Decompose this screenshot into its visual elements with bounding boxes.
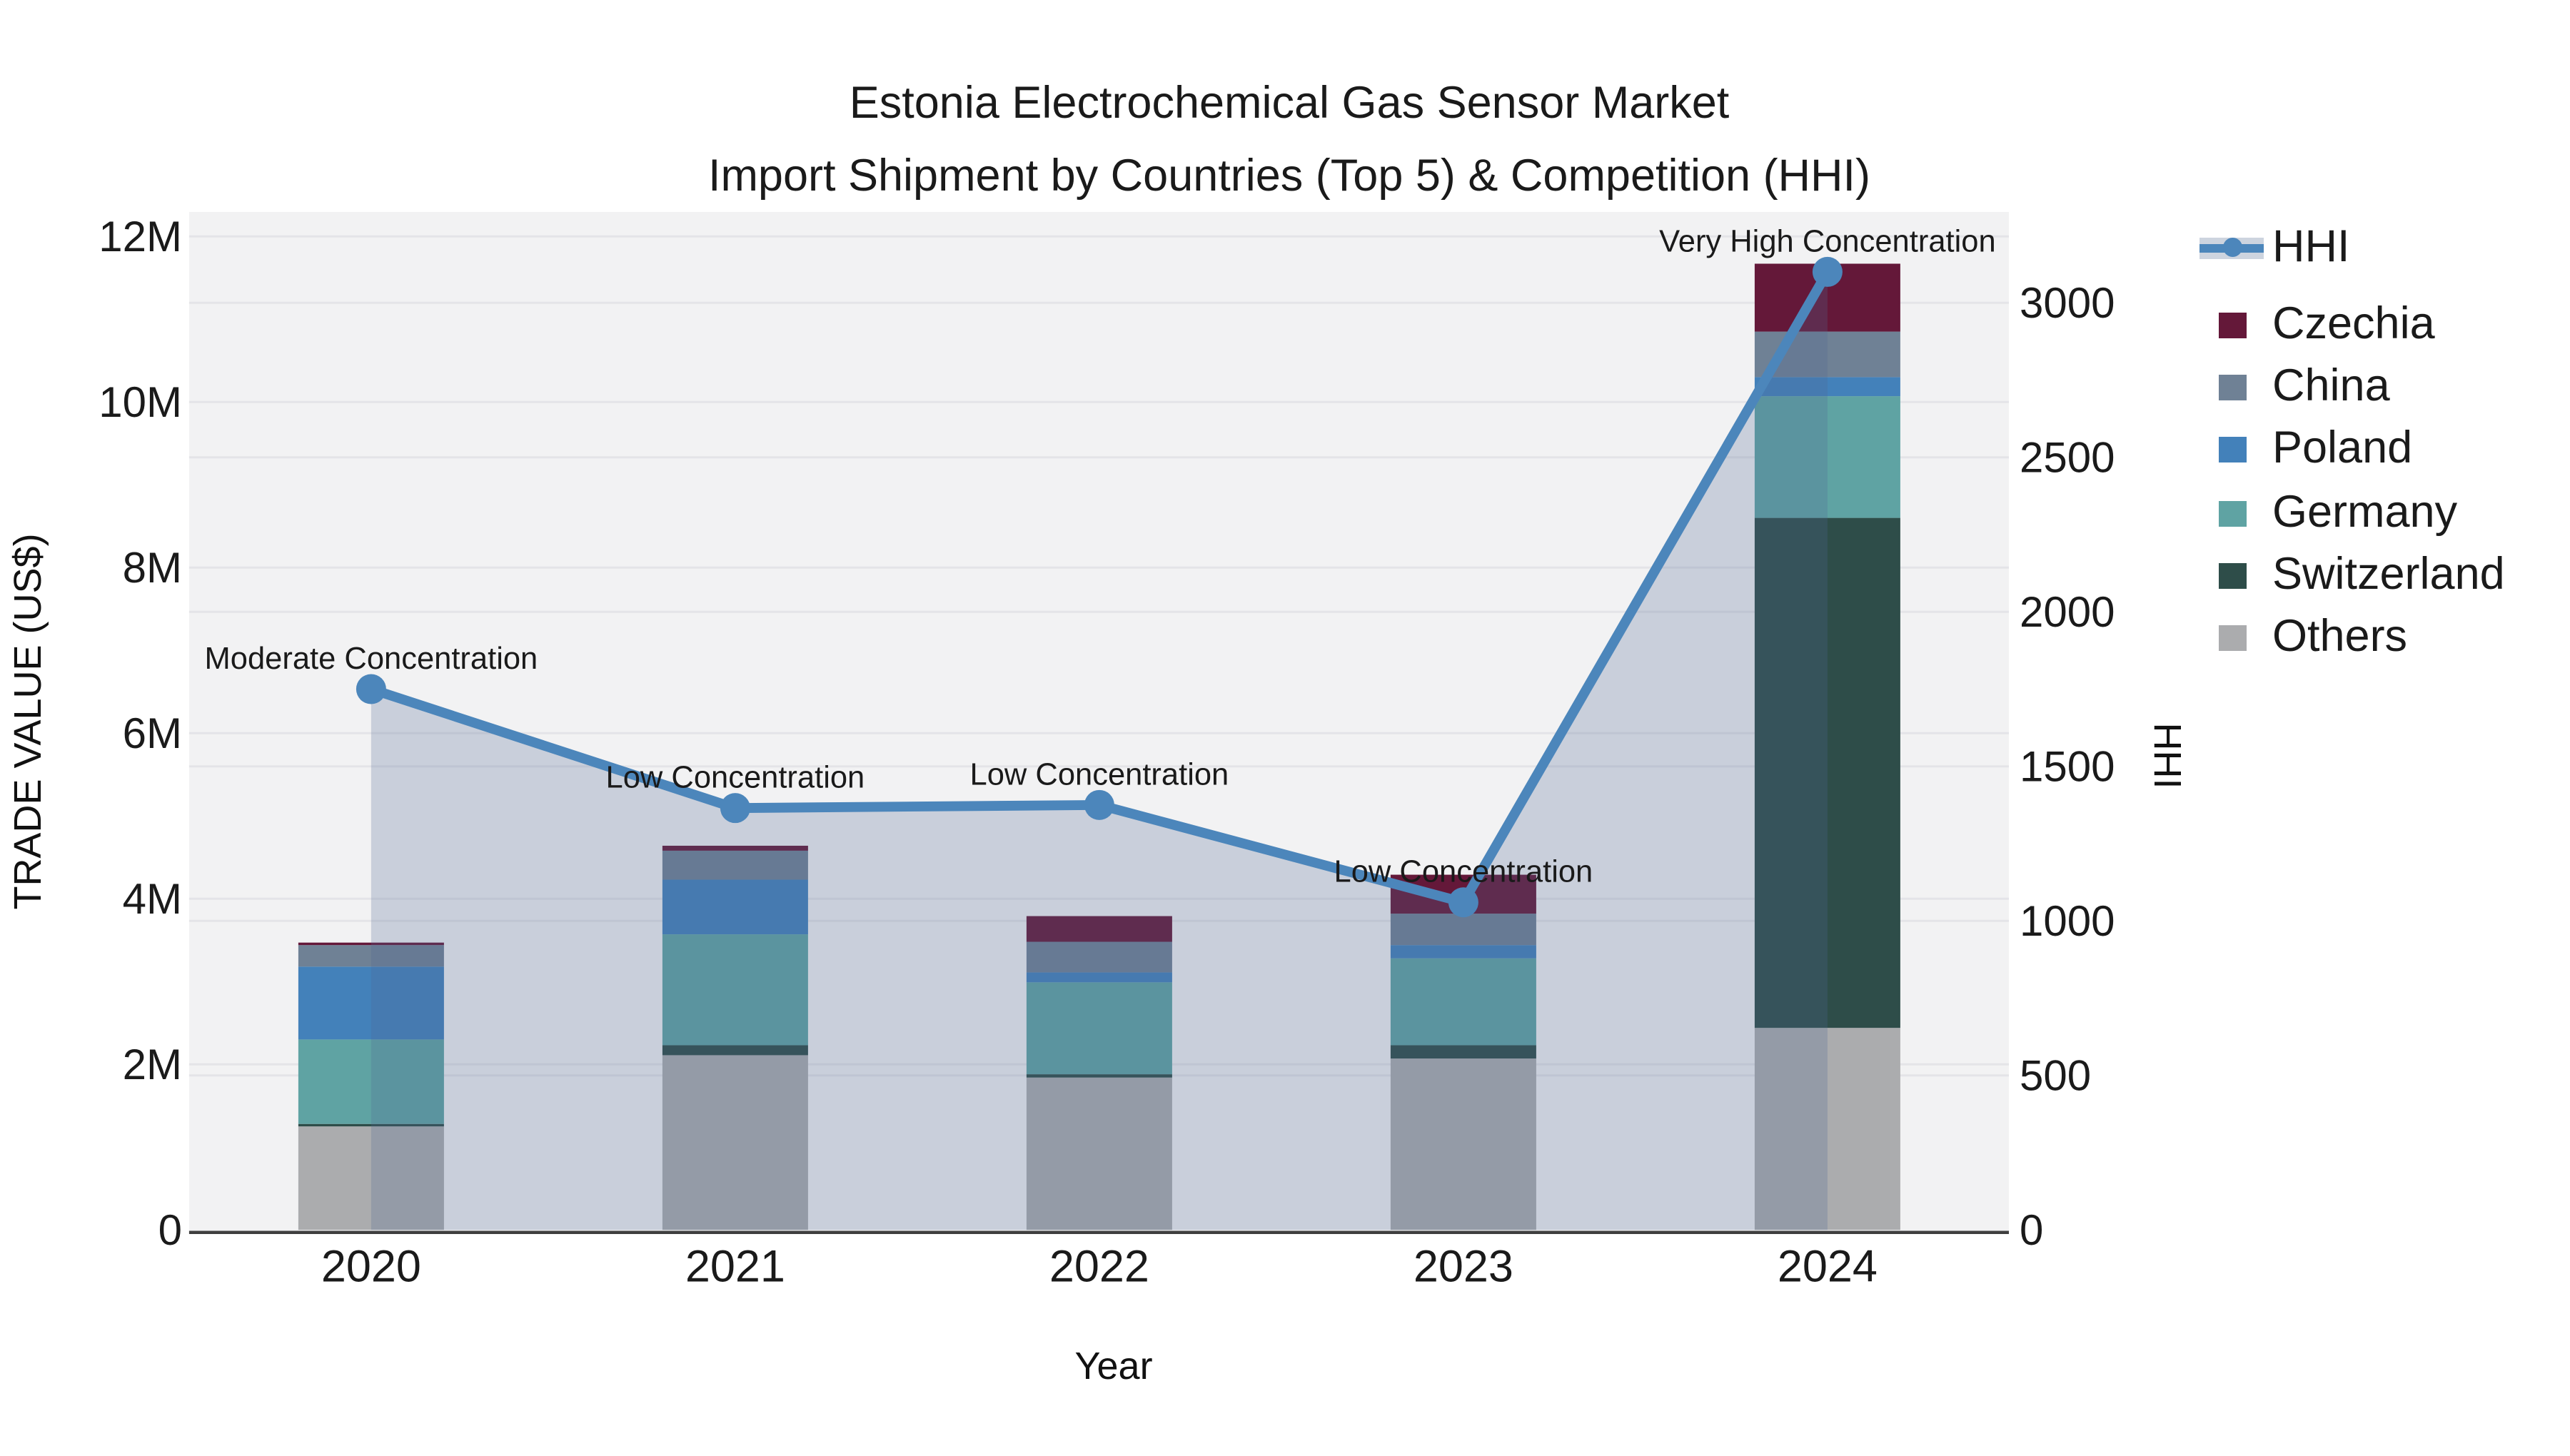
x-axis-title: Year <box>1074 1345 1152 1387</box>
legend-label: Switzerland <box>2272 550 2505 600</box>
x-tick-2020: 2020 <box>321 1242 421 1292</box>
chart-title-line2: Import Shipment by Countries (Top 5) & C… <box>708 151 1870 201</box>
legend-item-switzerland[interactable]: Switzerland <box>2199 546 2505 606</box>
y-right-tick: 1500 <box>2020 743 2115 791</box>
x-tick-2024: 2024 <box>1778 1242 1878 1292</box>
legend-item-hhi[interactable]: HHI <box>2199 218 2350 278</box>
bar-segment-2021-others[interactable] <box>662 1055 808 1230</box>
bar-segment-2021-germany[interactable] <box>662 934 808 1046</box>
bar-segment-2024-switzerland[interactable] <box>1754 517 1900 1028</box>
y-axis-right-title: HHI <box>2146 723 2189 789</box>
bar-segment-2021-czechia[interactable] <box>662 845 808 851</box>
bar-segment-2022-others[interactable] <box>1026 1077 1172 1230</box>
legend-color-swatch <box>2199 483 2264 543</box>
annotations: Moderate Concentration Low Concentration L… <box>205 224 1996 889</box>
bar-segment-2020-switzerland[interactable] <box>298 1123 444 1127</box>
annotation-2024: Very High Concentration <box>1659 224 1996 258</box>
legend-item-others[interactable]: Others <box>2199 609 2407 669</box>
legend-label: HHI <box>2272 222 2350 272</box>
bar-segment-2022-china[interactable] <box>1026 941 1172 973</box>
legend-color-swatch <box>2199 546 2264 606</box>
y-right-tick: 2000 <box>2020 588 2115 636</box>
bar-segment-2024-germany[interactable] <box>1754 396 1900 518</box>
bar-segment-2020-czechia[interactable] <box>298 942 444 946</box>
y-right-tick: 500 <box>2020 1052 2091 1100</box>
bar-segment-2021-switzerland[interactable] <box>662 1045 808 1056</box>
hhi-marker-2022[interactable] <box>1084 789 1114 820</box>
x-tick-2023: 2023 <box>1414 1242 1513 1292</box>
y-left-tick: 2M <box>123 1041 182 1088</box>
y-axis-left-ticks: 0 2M 4M 6M 8M 10M 12M <box>99 213 182 1254</box>
legend-label: Czechia <box>2272 299 2435 349</box>
annotation-2022: Low Concentration <box>970 757 1229 792</box>
bar-segment-2023-others[interactable] <box>1390 1058 1536 1230</box>
x-tick-2021: 2021 <box>685 1242 785 1292</box>
bar-segment-2023-poland[interactable] <box>1390 945 1536 959</box>
legend-item-poland[interactable]: Poland <box>2199 420 2412 480</box>
legend-item-china[interactable]: China <box>2199 358 2390 418</box>
legend-label: Germany <box>2272 487 2458 537</box>
annotation-2021: Low Concentration <box>606 761 865 795</box>
y-axis-left-title: TRADE VALUE (US$) <box>6 533 49 909</box>
hhi-markers <box>356 256 1843 918</box>
hhi-area-fill <box>371 271 1828 1230</box>
x-tick-2022: 2022 <box>1049 1242 1149 1292</box>
legend-item-czechia[interactable]: Czechia <box>2199 295 2435 355</box>
hhi-marker-2024[interactable] <box>1812 256 1843 287</box>
annotation-2020: Moderate Concentration <box>205 642 538 676</box>
legend-label: China <box>2272 362 2390 411</box>
y-left-tick: 4M <box>123 875 182 923</box>
legend-color-swatch <box>2199 295 2264 355</box>
annotation-2023: Low Concentration <box>1334 855 1593 889</box>
y-axis-right-ticks: 0 500 1000 1500 2000 2500 3000 <box>2020 279 2115 1254</box>
y-right-tick: 3000 <box>2020 279 2115 327</box>
legend-color-swatch <box>2199 420 2264 480</box>
bar-segment-2020-poland[interactable] <box>298 966 444 1040</box>
y-left-tick: 8M <box>123 544 182 592</box>
bar-segment-2020-germany[interactable] <box>298 1039 444 1124</box>
bar-segment-2020-others[interactable] <box>298 1126 444 1230</box>
y-left-tick: 10M <box>99 378 182 426</box>
chart-title-line1: Estonia Electrochemical Gas Sensor Marke… <box>850 78 1730 128</box>
bar-segment-2021-china[interactable] <box>662 850 808 880</box>
y-left-tick: 6M <box>123 709 182 757</box>
bar-segment-2022-poland[interactable] <box>1026 972 1172 983</box>
y-right-tick: 1000 <box>2020 897 2115 945</box>
y-right-tick: 2500 <box>2020 434 2115 482</box>
bar-segment-2020-china[interactable] <box>298 945 444 967</box>
legend-color-swatch <box>2199 358 2264 418</box>
legend-label: Others <box>2272 612 2408 662</box>
legend-item-germany[interactable]: Germany <box>2199 483 2457 543</box>
bar-segment-2024-others[interactable] <box>1754 1028 1900 1230</box>
bar-segment-2022-germany[interactable] <box>1026 982 1172 1075</box>
legend-line-sample <box>2199 218 2264 278</box>
hhi-marker-2023[interactable] <box>1448 887 1478 918</box>
y-left-tick: 12M <box>99 213 182 261</box>
bar-segment-2023-germany[interactable] <box>1390 958 1536 1046</box>
y-right-tick: 0 <box>2020 1206 2043 1254</box>
y-left-tick: 0 <box>158 1206 182 1254</box>
hhi-marker-2020[interactable] <box>356 674 386 704</box>
bar-segment-2021-poland[interactable] <box>662 879 808 935</box>
bar-segment-2022-czechia[interactable] <box>1026 916 1172 942</box>
hhi-marker-2021[interactable] <box>720 793 750 824</box>
bar-segment-2023-china[interactable] <box>1390 914 1536 946</box>
bar-segment-2023-switzerland[interactable] <box>1390 1045 1536 1059</box>
legend-color-swatch <box>2199 609 2264 669</box>
bar-segment-2022-switzerland[interactable] <box>1026 1074 1172 1078</box>
x-axis-ticks: 2020 2021 2022 2023 2024 <box>321 1242 1878 1292</box>
legend-label: Poland <box>2272 424 2413 474</box>
bar-segment-2024-poland[interactable] <box>1754 377 1900 397</box>
